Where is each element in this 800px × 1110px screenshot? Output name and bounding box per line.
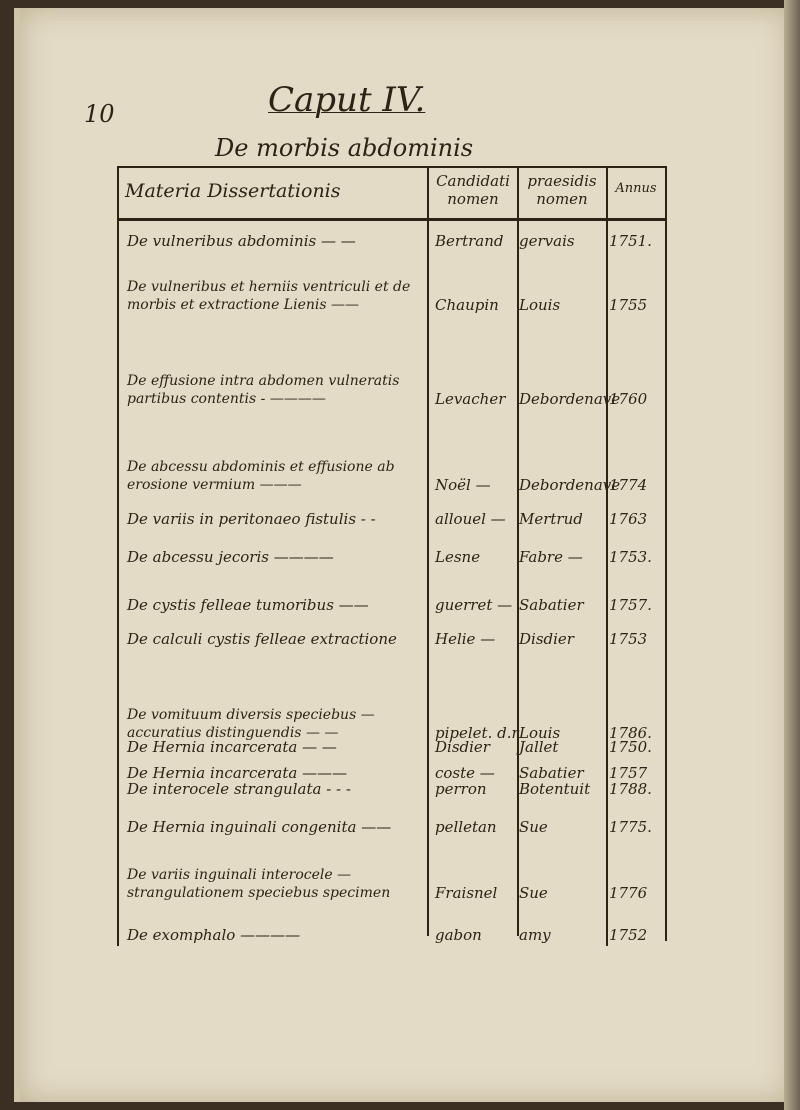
cell-candidatus: Fraisnel [435,884,498,902]
chapter-subtitle: De morbis abdominis [215,134,474,162]
cell-praeses: Sabatier [519,764,584,782]
cell-praeses: Jallet [519,738,559,756]
cell-materia: De cystis felleae tumoribus —— [127,596,369,614]
dissertation-table: Materia Dissertationis Candidati nomen p… [117,166,667,946]
cell-candidatus: Lesne [435,548,481,566]
cell-candidatus: guerret — [435,596,513,614]
manuscript-page [14,8,790,1102]
cell-materia: De Hernia incarcerata — — [127,738,337,756]
cell-materia: De vulneribus abdominis — — [127,232,356,250]
cell-candidatus: pelletan [435,818,497,836]
cell-annus: 1775. [609,818,652,836]
cell-materia: De effusione intra abdomen vulneratis pa… [127,373,400,407]
cell-candidatus: Helie — [435,630,496,648]
cell-annus: 1750. [609,738,652,756]
cell-praeses: Sue [519,818,548,836]
cell-praeses: Debordenave [519,390,621,408]
cell-candidatus: Disdier [435,738,490,756]
column-divider [606,166,608,946]
cell-candidatus: gabon [435,926,482,944]
header-annus: Annus [615,181,657,196]
table-left-border [117,166,119,946]
cell-praeses: Louis [519,296,561,314]
cell-praeses: Louis [519,724,561,742]
cell-materia: De calculi cystis felleae extractione [127,630,397,648]
cell-annus: 1788. [609,780,652,798]
cell-praeses: Mertrud [519,510,583,528]
cell-materia: De interocele strangulata - - - [127,780,351,798]
cell-praeses: amy [519,926,551,944]
cell-materia: De variis in peritonaeo fistulis - - [127,510,376,528]
cell-praeses: Botentuit [519,780,591,798]
cell-annus: 1751. [609,232,652,250]
header-divider [117,218,667,221]
cell-annus: 1757. [609,596,652,614]
cell-annus: 1776 [609,884,648,902]
cell-praeses: Disdier [519,630,574,648]
cell-praeses: Sabatier [519,596,584,614]
cell-materia: De vulneribus et herniis ventriculi et d… [127,279,411,313]
column-divider [517,166,519,936]
cell-candidatus: perron [435,780,487,798]
chapter-title: Caput IV. [268,80,426,120]
cell-praeses: gervais [519,232,575,250]
table-top-border [117,166,667,168]
header-materia: Materia Dissertationis [125,180,341,202]
cell-materia: De abcessu abdominis et effusione ab ero… [127,459,395,493]
header-candidate: Candidati nomen [436,172,510,208]
cell-materia: De Hernia incarcerata ——— [127,764,348,782]
cell-candidatus: Chaupin [435,296,499,314]
cell-annus: 1763 [609,510,648,528]
cell-materia: De variis inguinali interocele — strangu… [127,867,391,901]
cell-annus: 1753. [609,548,652,566]
table-right-border [665,166,667,941]
cell-annus: 1760 [609,390,648,408]
page-number: 10 [84,100,115,128]
cell-annus: 1774 [609,476,648,494]
cell-annus: 1752 [609,926,648,944]
book-edge [784,0,800,1110]
cell-candidatus: Bertrand [435,232,504,250]
cell-candidatus: coste — [435,764,495,782]
cell-materia: De exomphalo ———— [127,926,301,944]
cell-materia: De Hernia inguinali congenita —— [127,818,392,836]
cell-materia: De abcessu jecoris ———— [127,548,334,566]
cell-praeses: Debordenave [519,476,621,494]
header-praeses: praesidis nomen [527,172,597,208]
cell-candidatus: pipelet. d.r [435,724,519,742]
cell-candidatus: Noël — [435,476,491,494]
cell-praeses: Fabre — [519,548,583,566]
cell-annus: 1757 [609,764,648,782]
column-divider [427,166,429,936]
cell-annus: 1755 [609,296,648,314]
cell-candidatus: allouel — [435,510,506,528]
cell-materia: De vomituum diversis speciebus — accurat… [127,707,375,741]
cell-annus: 1786. [609,724,652,742]
cell-annus: 1753 [609,630,648,648]
cell-praeses: Sue [519,884,548,902]
cell-candidatus: Levacher [435,390,506,408]
